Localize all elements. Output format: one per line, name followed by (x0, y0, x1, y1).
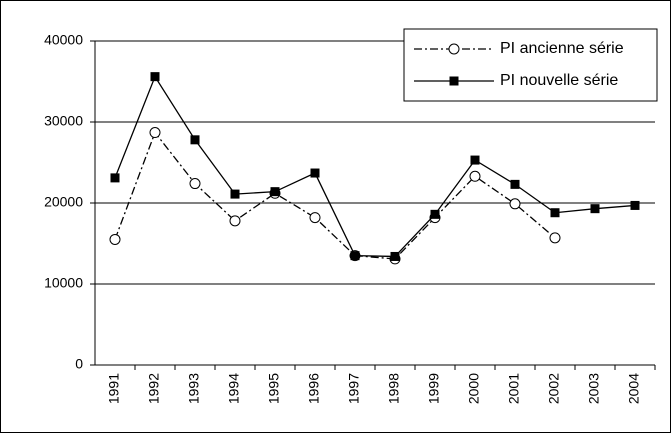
point (549, 232, 561, 244)
y-tick-label: 10000 (44, 275, 83, 291)
legend-label: PI nouvelle série (500, 72, 618, 89)
point (230, 189, 240, 199)
point (309, 212, 321, 224)
x-tick-label: 1994 (226, 373, 242, 404)
y-tick-label: 30000 (44, 113, 83, 129)
x-tick-label: 2002 (546, 373, 562, 404)
point (470, 155, 480, 165)
x-tick-label: 1997 (346, 373, 362, 404)
point (149, 127, 161, 139)
point (469, 170, 481, 182)
x-tick-label: 1992 (146, 373, 162, 404)
x-tick-label: 2000 (466, 373, 482, 404)
point (110, 173, 120, 183)
point (109, 233, 121, 245)
point (509, 198, 521, 210)
point (448, 43, 460, 55)
legend-label: PI ancienne série (500, 40, 624, 57)
point (229, 215, 241, 227)
x-tick-label: 2003 (586, 373, 602, 404)
point (310, 168, 320, 178)
x-tick-label: 2004 (626, 373, 642, 404)
point (430, 209, 440, 219)
point (590, 204, 600, 214)
legend: PI ancienne série PI nouvelle série (403, 28, 658, 102)
x-tick-label: 1991 (106, 373, 122, 404)
point (270, 187, 280, 197)
point (390, 251, 400, 261)
x-tick-label: 1993 (186, 373, 202, 404)
y-tick-label: 40000 (44, 32, 83, 48)
legend-box (403, 28, 658, 102)
x-tick-label: 1996 (306, 373, 322, 404)
series-line (114, 131, 556, 260)
point (630, 200, 640, 210)
point (449, 76, 459, 86)
point (510, 179, 520, 189)
series-line (114, 75, 636, 258)
x-tick-label: 1998 (386, 373, 402, 404)
point (350, 251, 360, 261)
x-tick-label: 1999 (426, 373, 442, 404)
point (189, 178, 201, 190)
point (550, 208, 560, 218)
point (150, 72, 160, 82)
x-tick-label: 1995 (266, 373, 282, 404)
x-tick-label: 2001 (506, 373, 522, 404)
y-tick-label: 20000 (44, 194, 83, 210)
point (190, 135, 200, 145)
y-tick-label: 0 (75, 356, 83, 372)
